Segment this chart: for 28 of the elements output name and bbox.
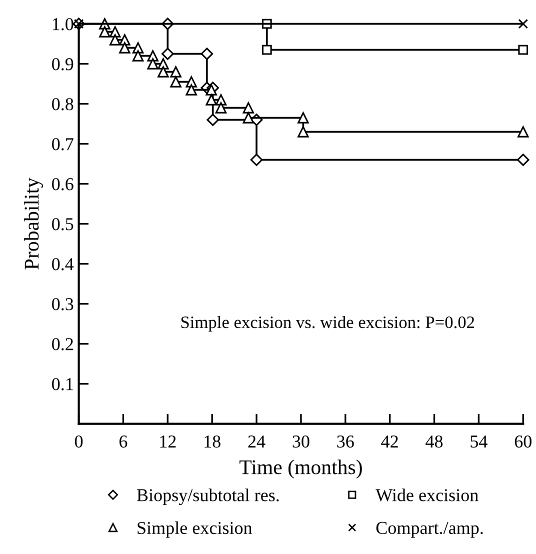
x-tick-label: 6 [119,435,128,448]
x-tick-label: 0 [74,435,83,448]
y-tick-label: 0.1 [52,378,73,390]
annotation: Simple excision vs. wide excision: P=0.02 [181,316,474,332]
x-tick-label: 24 [248,435,266,448]
y-tick-label: 0.3 [52,298,74,310]
x-tick-label: 30 [292,435,310,448]
y-tick-label: 1.0 [52,18,74,30]
legend-label: Simple excision [138,521,252,538]
x-tick-label: 48 [426,435,443,448]
x-tick-label: 12 [160,435,176,448]
legend-label: Biopsy/subtotal res. [136,488,279,506]
legend-label: Compart./amp. [376,522,483,538]
x-tick-label: 18 [204,435,220,448]
x-tick-label: 60 [514,435,532,448]
y-tick-label: 0.2 [52,338,73,350]
y-tick-label: 0.6 [52,178,74,190]
y-tick-label: 0.5 [52,218,74,230]
y-tick-label: 0.7 [52,138,74,150]
x-tick-label: 54 [470,436,488,448]
x-tick-label: 36 [337,435,354,448]
y-axis-title: Probability [24,178,44,270]
y-tick-label: 0.4 [52,258,74,270]
legend-label: Wide excision [376,488,478,502]
x-axis-title: Time (months) [240,460,362,479]
x-tick-label: 42 [381,435,398,448]
y-tick-label: 0.8 [52,98,74,110]
y-tick-label: 0.9 [52,58,74,70]
